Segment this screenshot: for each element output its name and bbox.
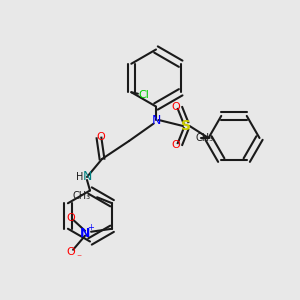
Text: O: O xyxy=(66,213,75,223)
Text: +: + xyxy=(88,223,94,232)
Text: CH₃: CH₃ xyxy=(73,191,91,201)
Text: O: O xyxy=(171,101,180,112)
Text: H: H xyxy=(76,172,83,182)
Text: ⁻: ⁻ xyxy=(76,253,81,263)
Text: S: S xyxy=(181,119,191,133)
Text: CH₃: CH₃ xyxy=(195,133,213,143)
Text: O: O xyxy=(171,140,180,151)
Text: O: O xyxy=(66,247,75,257)
Text: N: N xyxy=(80,227,90,240)
Text: N: N xyxy=(82,170,92,184)
Text: O: O xyxy=(96,131,105,142)
Text: N: N xyxy=(151,113,161,127)
Text: Cl: Cl xyxy=(139,90,150,100)
